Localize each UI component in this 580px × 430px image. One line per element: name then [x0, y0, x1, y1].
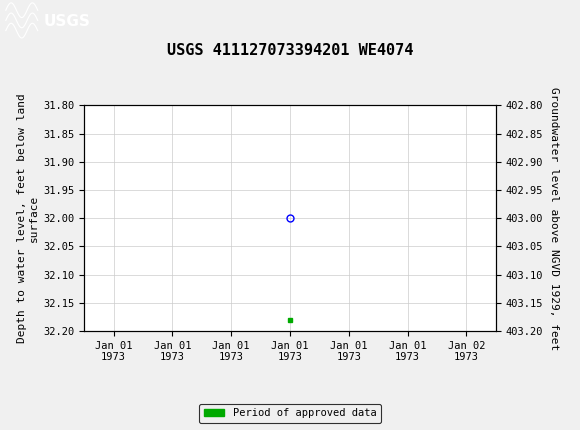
- Y-axis label: Depth to water level, feet below land
surface: Depth to water level, feet below land su…: [17, 93, 39, 343]
- Text: USGS: USGS: [44, 14, 90, 29]
- Legend: Period of approved data: Period of approved data: [200, 404, 380, 423]
- Text: USGS 411127073394201 WE4074: USGS 411127073394201 WE4074: [167, 43, 413, 58]
- Y-axis label: Groundwater level above NGVD 1929, feet: Groundwater level above NGVD 1929, feet: [549, 86, 559, 350]
